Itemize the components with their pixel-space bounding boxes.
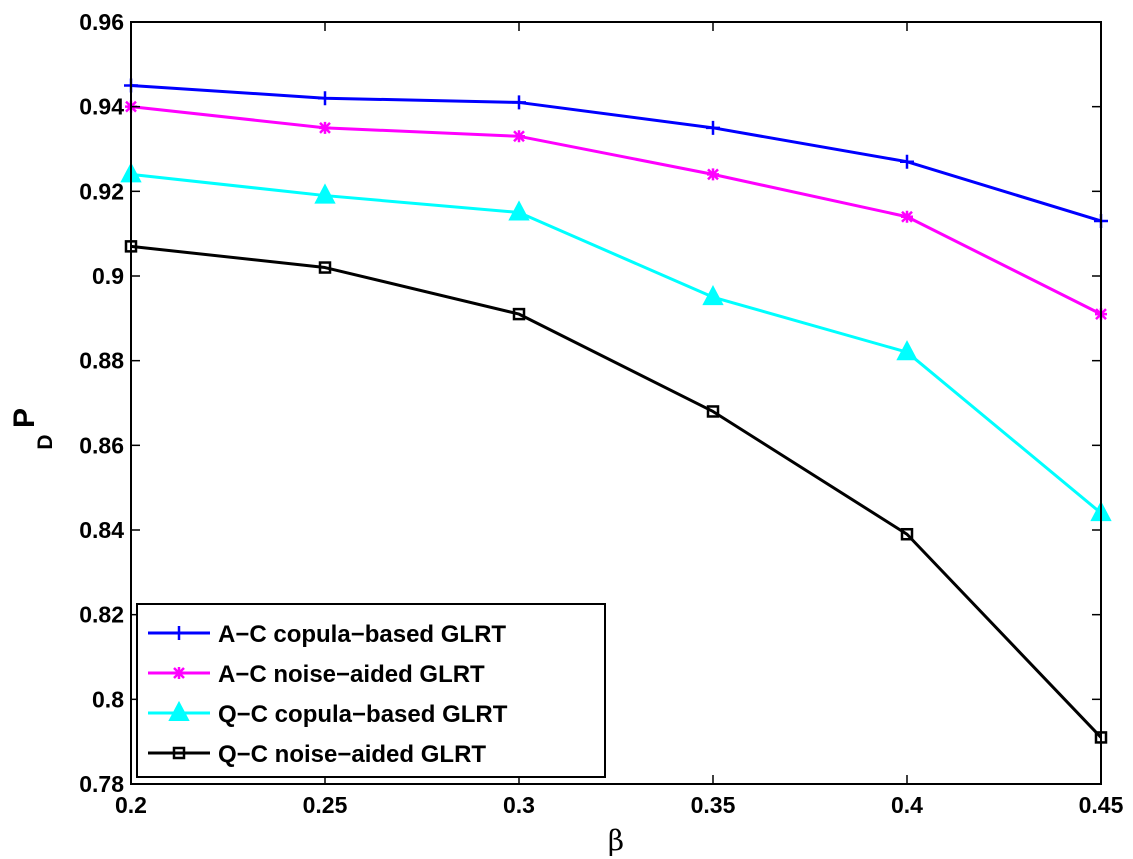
y-tick-label: 0.78 <box>79 771 124 797</box>
series-3-point-shape <box>314 183 336 204</box>
y-tick-label: 0.84 <box>79 517 124 543</box>
x-tick-label: 0.4 <box>891 792 923 818</box>
legend-items: A−C copula−based GLRT A−C noise−aided GLR… <box>148 621 508 768</box>
series-1-point-shape <box>706 120 720 135</box>
series-2-point <box>707 168 719 181</box>
legend-item-3: Q−C copula−based GLRT <box>148 700 508 728</box>
series-layer <box>120 78 1112 744</box>
legend-item-2: A−C noise−aided GLRT <box>148 661 485 688</box>
x-tick-label: 0.3 <box>503 792 535 818</box>
x-tick-label: 0.2 <box>115 792 147 818</box>
series-3-point <box>702 285 724 306</box>
series-4-point-shape <box>706 405 720 418</box>
legend-label: Q−C noise−aided GLRT <box>218 741 486 768</box>
series-2-point-shape <box>707 168 719 181</box>
series-4-point <box>706 405 720 418</box>
y-tick-label: 0.94 <box>79 94 124 120</box>
series-1-point-shape <box>512 95 526 110</box>
series-3-point-shape <box>508 200 530 221</box>
legend-swatch-marker-shape <box>172 626 186 640</box>
x-tick-label: 0.45 <box>1079 792 1124 818</box>
series-4-point <box>900 527 914 541</box>
legend-swatch-marker <box>172 626 186 640</box>
series-2-point <box>901 210 913 223</box>
series-4-point <box>512 307 526 321</box>
series-1-point <box>512 95 526 110</box>
series-1-point <box>318 91 332 106</box>
x-tick-label: 0.25 <box>303 792 348 818</box>
series-3-point-shape <box>702 285 724 306</box>
legend-label: A−C noise−aided GLRT <box>218 661 485 688</box>
legend-item-1: A−C copula−based GLRT <box>148 621 506 648</box>
legend-item-4: Q−C noise−aided GLRT <box>148 741 486 768</box>
y-tick-label: 0.86 <box>79 432 124 458</box>
series-2-point-shape <box>513 130 525 143</box>
legend-swatch-marker <box>173 667 185 679</box>
series-2-point-shape <box>319 121 331 134</box>
legend: A−C copula−based GLRT A−C noise−aided GLR… <box>136 603 606 778</box>
legend-label: Q−C copula−based GLRT <box>218 701 508 728</box>
series-2-point <box>319 121 331 134</box>
legend-box <box>136 603 606 778</box>
series-4-point-shape <box>900 527 914 541</box>
series-3-line <box>130 172 1102 515</box>
y-tick-label: 0.8 <box>92 686 124 712</box>
legend-swatch-marker <box>168 700 190 721</box>
series-4-point <box>318 261 332 274</box>
legend-swatch-marker-shape <box>173 667 185 679</box>
y-axis-label-subscript: D <box>34 434 57 449</box>
legend-swatch-marker <box>172 746 186 760</box>
legend-label: A−C copula−based GLRT <box>218 621 506 648</box>
legend-swatch-marker-shape <box>168 700 190 721</box>
series-2-point-shape <box>901 210 913 223</box>
series-3-point <box>314 183 336 204</box>
series-2-line <box>130 105 1102 316</box>
legend-swatch-marker-shape <box>172 746 186 760</box>
series-1-point <box>900 154 914 169</box>
series-4-line <box>130 244 1103 739</box>
series-3-point <box>508 200 530 221</box>
series-1-line <box>130 84 1102 223</box>
plot-frame <box>130 21 1102 785</box>
y-tick-label: 0.92 <box>79 178 124 204</box>
y-tick-labels: 0.78 0.8 0.82 0.84 0.86 0.88 0.9 0.92 0.94 0.96 <box>79 9 124 797</box>
series-1-point <box>706 120 720 135</box>
series-4-point-shape <box>512 307 526 321</box>
series-4-point-shape <box>318 261 332 274</box>
x-tick-labels: 0.2 0.25 0.3 0.35 0.4 0.45 <box>115 792 1124 818</box>
y-tick-label: 0.82 <box>79 602 124 628</box>
series-3-point <box>896 340 918 361</box>
y-axis-label: P <box>8 408 41 428</box>
y-tick-label: 0.9 <box>92 263 124 289</box>
y-axis-label-group: P D <box>8 408 57 450</box>
series-3-point-shape <box>896 340 918 361</box>
series-1-point-shape <box>900 154 914 169</box>
x-axis-label: β <box>608 824 624 857</box>
series-2-point <box>513 130 525 143</box>
series-1-point-shape <box>318 91 332 106</box>
y-tick-label: 0.88 <box>79 348 124 374</box>
x-tick-label: 0.35 <box>691 792 736 818</box>
y-tick-label: 0.96 <box>79 9 124 35</box>
